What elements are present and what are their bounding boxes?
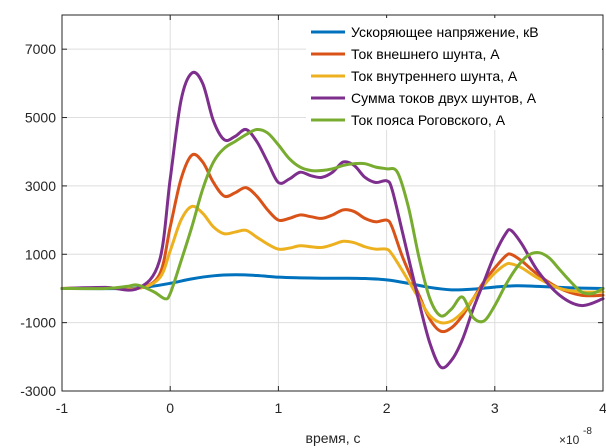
plot-frame (61, 14, 604, 392)
x-axis-exponent-power: -8 (583, 426, 592, 437)
y-tick-label: 7000 (25, 41, 56, 57)
x-tick-label: 0 (166, 400, 174, 416)
series-line-1 (60, 273, 605, 292)
legend-label-2: Ток внешнего шунта, А (351, 46, 500, 62)
series-line-5 (60, 127, 605, 324)
legend-box (306, 18, 602, 130)
legend-label-1: Ускоряющее напряжение, кВ (351, 24, 539, 40)
x-tick-labels: -1 0 1 2 3 4 (56, 400, 606, 416)
series-line-4 (60, 70, 605, 370)
series-line-2 (60, 152, 605, 334)
legend-label-3: Ток внутреннего шунта, А (351, 68, 518, 84)
y-tick-label: -1000 (20, 315, 56, 331)
tick-marks (61, 15, 604, 392)
y-tick-label: 1000 (25, 246, 56, 262)
legend-label-5: Ток пояса Роговского, А (351, 112, 506, 128)
x-tick-label: 2 (383, 400, 391, 416)
x-tick-label: 4 (599, 400, 606, 416)
legend-label-4: Сумма токов двух шунтов, А (351, 90, 537, 106)
x-tick-label: 3 (491, 400, 499, 416)
x-tick-label: 1 (275, 400, 283, 416)
x-axis-exponent-base: ×10 (559, 433, 580, 447)
y-tick-labels: 7000 5000 3000 1000 -1000 -3000 (20, 41, 56, 399)
x-tick-label: -1 (56, 400, 69, 416)
y-tick-label: 3000 (25, 178, 56, 194)
y-tick-label: -3000 (20, 383, 56, 399)
x-axis-label: время, с (306, 430, 361, 446)
legend: Ускоряющее напряжение, кВ Ток внешнего шу… (306, 18, 602, 130)
y-tick-label: 5000 (25, 110, 56, 126)
series-lines (60, 70, 605, 370)
series-line-3 (60, 204, 605, 325)
